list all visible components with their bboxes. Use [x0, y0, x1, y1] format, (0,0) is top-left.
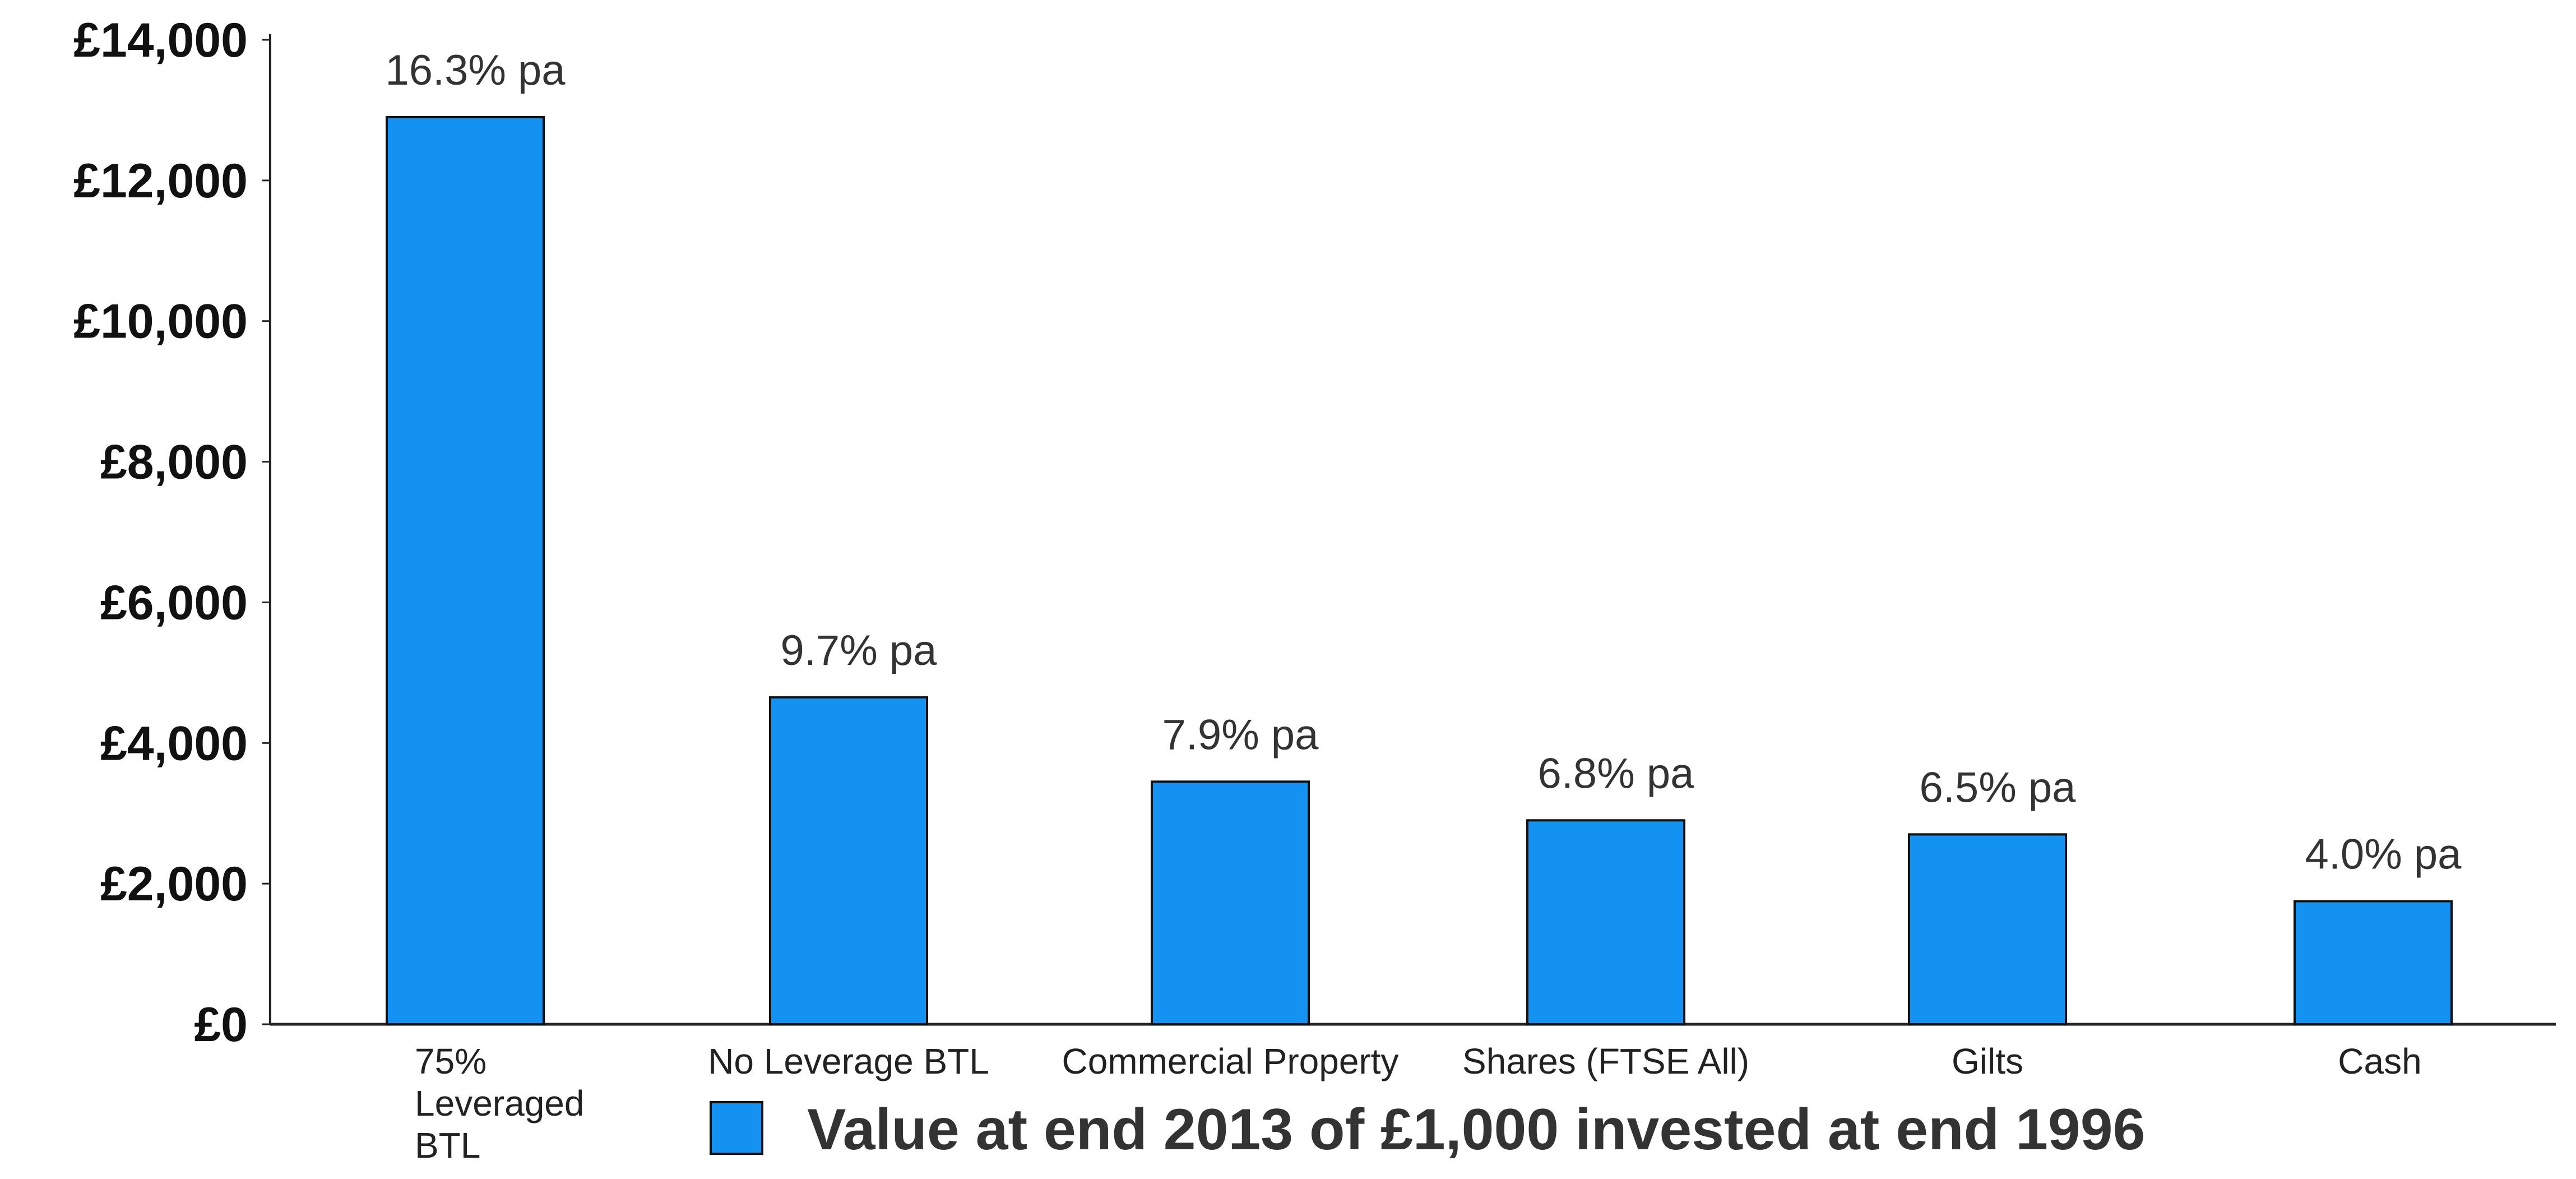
x-tick-label: Shares (FTSE All) — [1462, 1041, 1749, 1081]
data-label: 6.5% pa — [1920, 764, 2077, 811]
legend: Value at end 2013 of £1,000 invested at … — [710, 1097, 2145, 1162]
data-label: 4.0% pa — [2305, 831, 2462, 879]
y-tick-label: £4,000 — [100, 716, 248, 770]
data-label: 9.7% pa — [781, 627, 938, 674]
x-tick-label: 75% Leveraged BTL — [415, 1041, 584, 1166]
x-tick-labels: 75% Leveraged BTL No Leverage BTL Commercial… — [415, 1041, 2422, 1166]
y-tick-label: £0 — [194, 998, 248, 1052]
bar — [1526, 819, 1685, 1026]
x-tick-label: Commercial Property — [1062, 1041, 1398, 1081]
x-tick-label-line: Leveraged — [415, 1083, 584, 1123]
x-tick-label: Gilts — [1952, 1041, 2023, 1081]
legend-label: Value at end 2013 of £1,000 invested at … — [807, 1097, 2145, 1162]
y-tick-label: £6,000 — [100, 576, 248, 630]
bar — [1908, 833, 2067, 1026]
x-tick-label: No Leverage BTL — [708, 1041, 989, 1081]
bar — [2294, 900, 2453, 1025]
data-label: 6.8% pa — [1538, 750, 1695, 797]
data-labels: 16.3% pa 9.7% pa 7.9% pa 6.8% pa 6.5% pa 4.0%… — [385, 47, 2462, 879]
y-axis: £0 £2,000 £4,000 £6,000 £8,000 £10,000 £12,000… — [73, 13, 271, 1052]
x-tick-label-line: Shares (FTSE All) — [1462, 1041, 1749, 1081]
y-tick-label: £8,000 — [100, 436, 248, 489]
data-label: 7.9% pa — [1162, 711, 1319, 759]
y-tick-label: £10,000 — [73, 295, 248, 349]
bar — [1151, 780, 1310, 1026]
x-tick-label: Cash — [2338, 1041, 2421, 1081]
y-tick-label: £14,000 — [73, 13, 248, 67]
x-tick-label-line: 75% — [415, 1041, 487, 1081]
x-tick-label-line: No Leverage BTL — [708, 1041, 989, 1081]
bar — [386, 115, 545, 1025]
x-tick-label-line: BTL — [415, 1125, 480, 1166]
y-tick-label: £12,000 — [73, 154, 248, 208]
bars — [386, 115, 2453, 1026]
data-label: 16.3% pa — [385, 47, 566, 94]
x-tick-label-line: Commercial Property — [1062, 1041, 1398, 1081]
x-tick-label-line: Gilts — [1952, 1041, 2023, 1081]
legend-swatch — [710, 1101, 763, 1155]
bar — [769, 696, 928, 1026]
y-tick-label: £2,000 — [100, 857, 248, 911]
x-tick-label-line: Cash — [2338, 1041, 2421, 1081]
